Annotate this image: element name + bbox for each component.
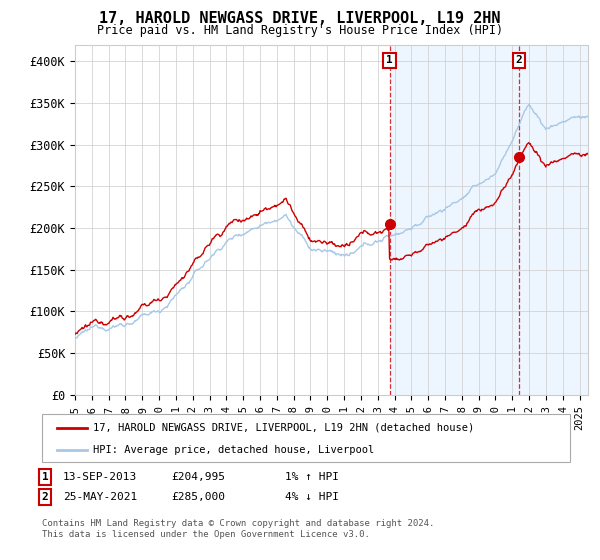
Text: 1: 1 bbox=[41, 472, 49, 482]
Text: 17, HAROLD NEWGASS DRIVE, LIVERPOOL, L19 2HN (detached house): 17, HAROLD NEWGASS DRIVE, LIVERPOOL, L19… bbox=[93, 423, 474, 433]
Text: 17, HAROLD NEWGASS DRIVE, LIVERPOOL, L19 2HN: 17, HAROLD NEWGASS DRIVE, LIVERPOOL, L19… bbox=[99, 11, 501, 26]
Text: HPI: Average price, detached house, Liverpool: HPI: Average price, detached house, Live… bbox=[93, 445, 374, 455]
Text: 2: 2 bbox=[515, 55, 523, 66]
Text: Contains HM Land Registry data © Crown copyright and database right 2024.
This d: Contains HM Land Registry data © Crown c… bbox=[42, 519, 434, 539]
Text: 2: 2 bbox=[41, 492, 49, 502]
Text: 1: 1 bbox=[386, 55, 393, 66]
Bar bbox=[389, 45, 588, 395]
Text: £204,995: £204,995 bbox=[171, 472, 225, 482]
Text: £285,000: £285,000 bbox=[171, 492, 225, 502]
Text: Price paid vs. HM Land Registry's House Price Index (HPI): Price paid vs. HM Land Registry's House … bbox=[97, 24, 503, 36]
Text: 1% ↑ HPI: 1% ↑ HPI bbox=[285, 472, 339, 482]
Text: 13-SEP-2013: 13-SEP-2013 bbox=[63, 472, 137, 482]
Text: 4% ↓ HPI: 4% ↓ HPI bbox=[285, 492, 339, 502]
Text: 25-MAY-2021: 25-MAY-2021 bbox=[63, 492, 137, 502]
